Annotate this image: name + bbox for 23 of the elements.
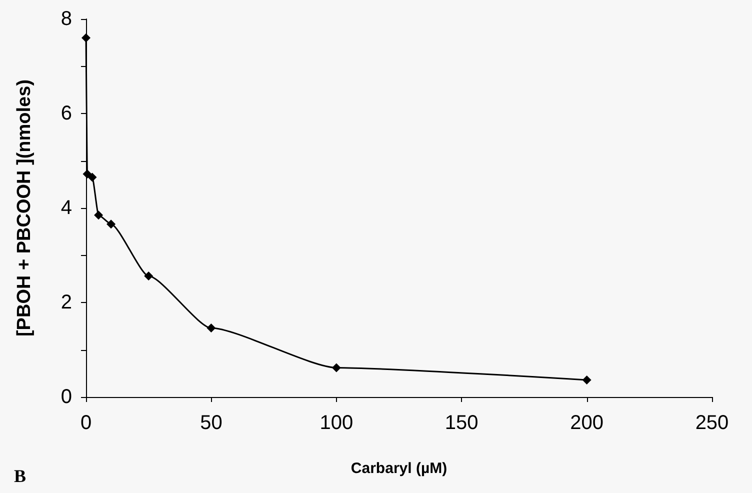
- point: [94, 210, 104, 220]
- point: [82, 33, 90, 42]
- y-tick-label: 0: [60, 386, 72, 408]
- y-tick-label: 2: [60, 292, 72, 314]
- point: [82, 169, 92, 178]
- y-axis-title: [PBOH + PBCOOH ](nmoles): [14, 79, 35, 337]
- x-tick-label: 100: [320, 412, 354, 434]
- x-axis-title: Carbaryl (µM): [350, 460, 448, 477]
- point: [582, 375, 592, 384]
- text: B: [14, 466, 26, 486]
- x-tick-label: 0: [80, 412, 92, 434]
- point: [88, 172, 97, 182]
- x-tick-label: 50: [200, 412, 222, 434]
- point: [332, 363, 341, 372]
- point: [206, 324, 216, 333]
- x-tick-label: 150: [444, 412, 478, 434]
- y-tick-label: 6: [60, 102, 72, 124]
- point: [106, 220, 116, 229]
- y-tick-label: 4: [60, 197, 72, 219]
- x-tick-label: 250: [695, 412, 729, 434]
- point: [144, 272, 154, 281]
- y-tick-label: 8: [60, 8, 72, 30]
- x-tick-label: 200: [570, 412, 604, 434]
